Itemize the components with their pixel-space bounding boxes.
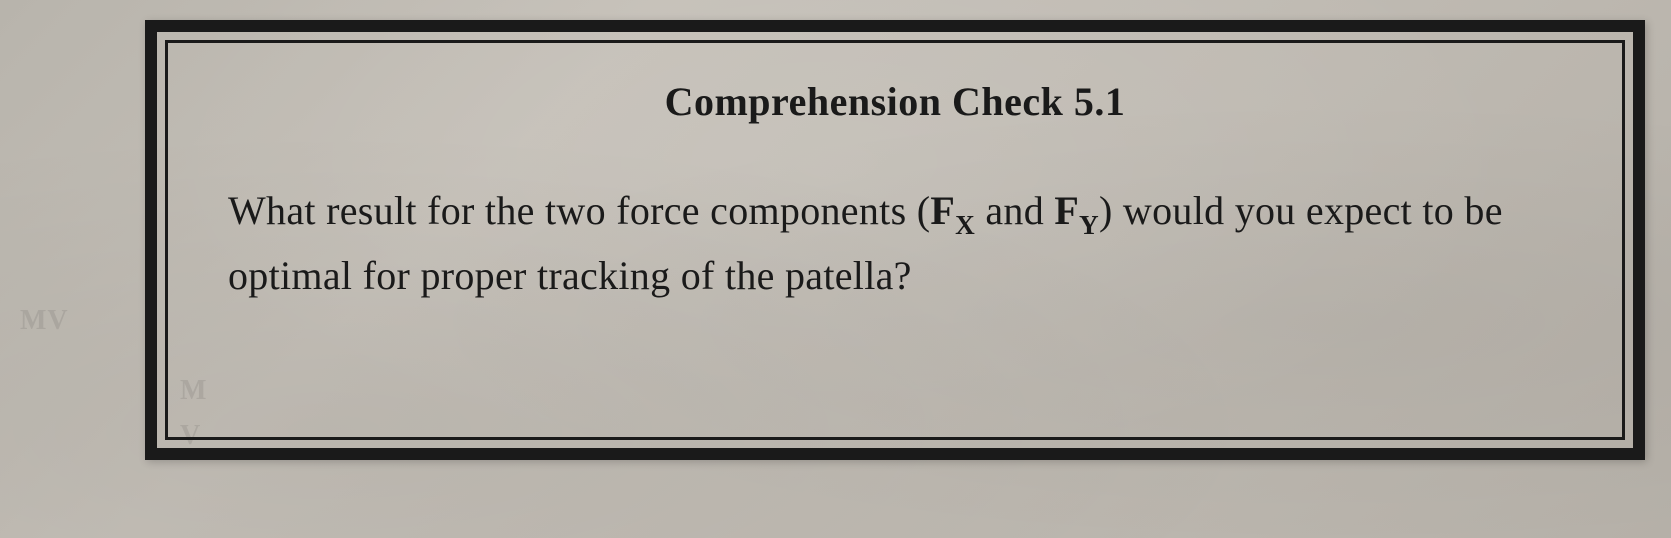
body-prefix: What result for the two force components… [228,188,930,233]
comprehension-check-body: What result for the two force components… [228,180,1562,307]
comprehension-check-box-outer: Comprehension Check 5.1 What result for … [145,20,1645,460]
connector-text: and [975,188,1054,233]
force-y-symbol: FY [1054,188,1099,233]
force-x-symbol: FX [930,188,975,233]
bleed-through-text: MV [20,305,69,337]
comprehension-check-box-inner: Comprehension Check 5.1 What result for … [165,40,1625,440]
comprehension-check-heading: Comprehension Check 5.1 [228,78,1562,125]
